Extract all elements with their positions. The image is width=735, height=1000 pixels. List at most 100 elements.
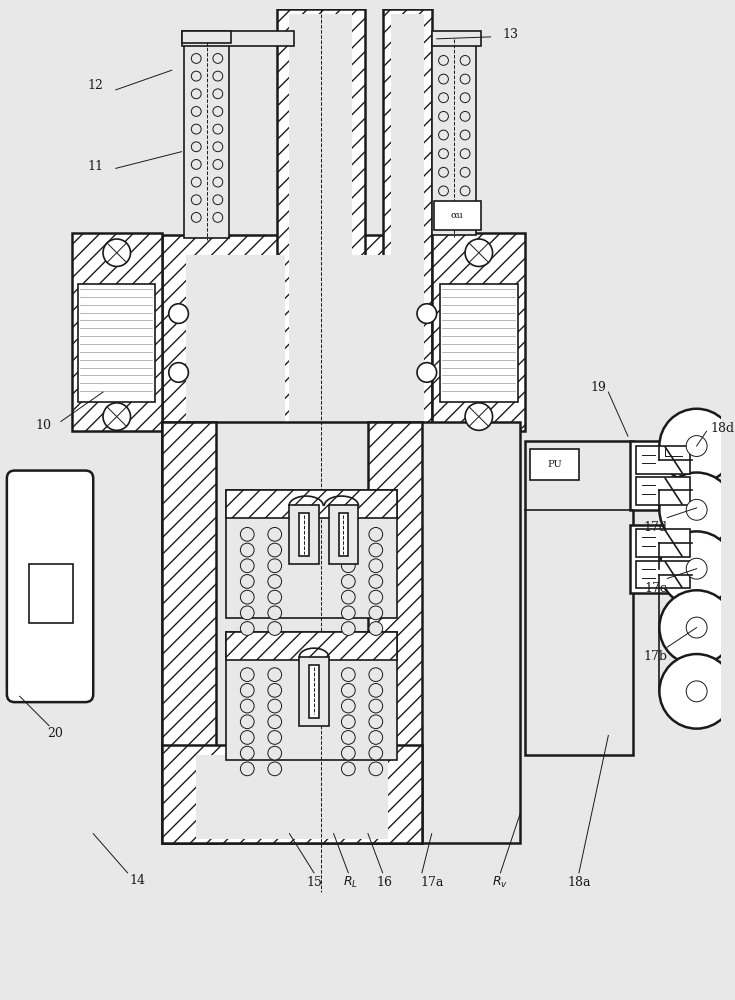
Bar (184, 37, 229, 238)
Bar (304, 255, 402, 436)
Circle shape (240, 683, 254, 697)
Circle shape (191, 89, 201, 99)
Bar (276, 9, 365, 569)
Circle shape (342, 559, 355, 573)
Circle shape (369, 575, 383, 588)
Circle shape (369, 699, 383, 713)
Circle shape (439, 205, 448, 214)
Circle shape (342, 622, 355, 635)
Bar (636, 446, 689, 474)
Circle shape (659, 473, 734, 547)
Circle shape (213, 54, 223, 63)
Circle shape (240, 590, 254, 604)
Circle shape (191, 177, 201, 187)
Circle shape (369, 559, 383, 573)
Circle shape (439, 74, 448, 84)
Circle shape (191, 160, 201, 169)
Circle shape (268, 746, 282, 760)
Circle shape (191, 71, 201, 81)
Bar (368, 422, 422, 843)
Circle shape (369, 731, 383, 744)
Bar (290, 505, 319, 564)
Bar (636, 477, 689, 505)
Bar (162, 235, 422, 569)
Bar (636, 529, 689, 557)
Circle shape (460, 111, 470, 121)
Circle shape (240, 699, 254, 713)
Circle shape (191, 213, 201, 222)
Circle shape (342, 575, 355, 588)
Circle shape (417, 363, 437, 382)
Circle shape (268, 731, 282, 744)
Bar (226, 490, 398, 618)
Circle shape (213, 89, 223, 99)
Circle shape (342, 715, 355, 729)
Circle shape (268, 683, 282, 697)
Circle shape (268, 668, 282, 682)
Circle shape (213, 160, 223, 169)
Circle shape (213, 142, 223, 152)
Circle shape (460, 74, 470, 84)
Circle shape (191, 195, 201, 205)
Circle shape (369, 715, 383, 729)
Circle shape (369, 543, 383, 557)
Text: 17a: 17a (420, 876, 443, 889)
Text: 15: 15 (306, 876, 322, 889)
Circle shape (342, 590, 355, 604)
Circle shape (240, 527, 254, 541)
Circle shape (240, 746, 254, 760)
Bar (299, 513, 309, 556)
Circle shape (268, 715, 282, 729)
Bar (226, 632, 398, 760)
Circle shape (342, 543, 355, 557)
Circle shape (439, 130, 448, 140)
Circle shape (169, 363, 188, 382)
Circle shape (103, 403, 131, 430)
Circle shape (439, 167, 448, 177)
Bar (290, 14, 352, 564)
Text: 17b: 17b (643, 650, 667, 663)
Circle shape (268, 527, 282, 541)
Circle shape (213, 71, 223, 81)
Circle shape (103, 239, 131, 266)
Circle shape (268, 699, 282, 713)
Bar (226, 490, 398, 518)
Circle shape (659, 409, 734, 483)
Circle shape (191, 54, 201, 63)
Circle shape (213, 177, 223, 187)
Circle shape (369, 746, 383, 760)
Circle shape (213, 213, 223, 222)
Text: αu: αu (451, 211, 464, 220)
Circle shape (439, 56, 448, 65)
Circle shape (213, 195, 223, 205)
Circle shape (369, 668, 383, 682)
Circle shape (439, 93, 448, 103)
Circle shape (659, 531, 734, 606)
Circle shape (439, 111, 448, 121)
Circle shape (465, 239, 492, 266)
Circle shape (686, 558, 707, 579)
Circle shape (240, 559, 254, 573)
Circle shape (268, 559, 282, 573)
Bar (636, 561, 689, 588)
Text: $R_L$: $R_L$ (343, 875, 358, 890)
Bar (630, 441, 694, 510)
Text: 14: 14 (129, 874, 146, 887)
Bar (431, 31, 481, 46)
Text: 10: 10 (35, 419, 51, 432)
Circle shape (439, 149, 448, 159)
Circle shape (369, 622, 383, 635)
Text: 18a: 18a (567, 876, 591, 889)
Circle shape (686, 436, 707, 456)
Circle shape (342, 762, 355, 776)
Bar (182, 31, 231, 43)
Circle shape (342, 668, 355, 682)
Bar (525, 441, 633, 755)
Circle shape (460, 149, 470, 159)
Circle shape (460, 93, 470, 103)
Bar (431, 233, 525, 431)
Circle shape (686, 617, 707, 638)
Bar (196, 755, 387, 839)
Circle shape (659, 590, 734, 665)
Circle shape (460, 130, 470, 140)
